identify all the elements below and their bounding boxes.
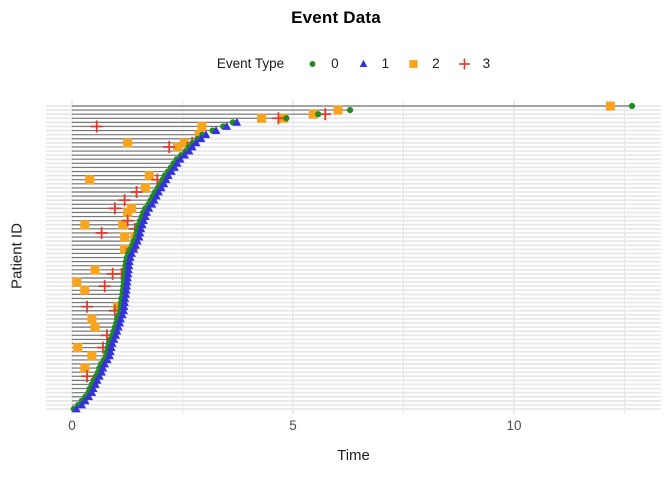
event-marker-triangle xyxy=(125,257,134,266)
event-marker-triangle xyxy=(359,59,367,67)
event-marker-plus xyxy=(95,226,108,239)
x-tick-label: 10 xyxy=(506,418,521,433)
event-marker-triangle xyxy=(107,338,117,347)
event-marker-square xyxy=(90,265,100,275)
event-marker-square xyxy=(257,113,267,123)
event-marker-square xyxy=(73,343,83,353)
event-marker-triangle xyxy=(122,285,131,294)
event-marker-square xyxy=(85,175,95,185)
event-marker-square xyxy=(118,220,128,230)
event-marker-square xyxy=(80,285,90,295)
event-marker-triangle xyxy=(124,261,134,270)
legend-label: 1 xyxy=(381,55,390,71)
x-axis-title: Time xyxy=(337,447,370,464)
event-marker-square xyxy=(80,363,90,373)
event-marker-plus xyxy=(81,300,94,313)
event-marker-plus xyxy=(81,370,94,383)
event-marker-triangle xyxy=(106,347,115,356)
legend-label: 0 xyxy=(331,55,339,71)
x-tick-labels: 0 5 10 xyxy=(68,418,521,433)
event-marker-triangle xyxy=(196,134,206,143)
event-marker-square xyxy=(87,351,97,361)
event-marker-triangle xyxy=(122,277,132,286)
legend-label: 3 xyxy=(482,55,491,71)
event-marker-triangle xyxy=(126,252,135,261)
event-marker-triangle xyxy=(122,281,132,290)
event-marker-square xyxy=(179,138,189,148)
event-marker-triangle xyxy=(136,224,146,233)
event-marker-triangle xyxy=(124,265,133,274)
triangle-icon xyxy=(359,59,367,67)
event-marker-circle xyxy=(628,102,636,110)
legend-key-3: 3 xyxy=(457,55,491,71)
y-axis-title: Patient ID xyxy=(8,223,26,289)
event-marker-triangle xyxy=(107,343,116,352)
event-marker-triangle xyxy=(120,293,130,302)
event-marker-triangle xyxy=(80,396,90,405)
legend-title: Event Type xyxy=(216,55,285,71)
event-marker-plus xyxy=(108,202,121,215)
legend: Event Type 0 1 2 3 xyxy=(46,52,661,74)
x-tick-label: 5 xyxy=(289,418,297,433)
event-marker-triangle xyxy=(201,130,211,139)
event-marker-triangle xyxy=(120,297,129,306)
event-marker-circle xyxy=(309,60,316,67)
event-marker-triangle xyxy=(184,146,194,155)
plus-icon xyxy=(458,58,470,69)
event-marker-triangle xyxy=(123,269,133,278)
event-marker-circle xyxy=(346,106,354,114)
event-marker-triangle xyxy=(116,314,125,323)
event-marker-square xyxy=(409,59,418,68)
event-marker-plus xyxy=(163,140,176,153)
event-marker-triangle xyxy=(180,150,190,159)
event-marker-triangle xyxy=(135,228,145,237)
legend-key-1: 1 xyxy=(356,55,390,71)
x-minor-gridlines xyxy=(181,100,626,414)
x-tick-label: 0 xyxy=(68,418,76,433)
event-marker-plus xyxy=(118,194,131,207)
event-marker-triangle xyxy=(121,289,131,298)
square-icon xyxy=(409,59,418,68)
event-marker-triangle xyxy=(123,273,132,282)
event-marker-triangle xyxy=(84,392,94,401)
event-marker-square xyxy=(605,101,615,111)
event-marker-square xyxy=(197,121,207,131)
event-marker-triangle xyxy=(232,117,242,126)
event-marker-triangle xyxy=(222,121,231,130)
event-marker-square xyxy=(333,105,343,115)
event-markers-type-1 xyxy=(72,117,242,413)
event-marker-triangle xyxy=(211,125,221,134)
event-marker-triangle xyxy=(191,138,201,147)
circle-icon xyxy=(309,60,316,67)
event-marker-square xyxy=(123,207,133,217)
event-marker-plus xyxy=(130,185,143,198)
event-marker-circle xyxy=(315,111,322,118)
event-marker-square xyxy=(87,314,97,324)
event-marker-square xyxy=(90,322,100,332)
legend-key-0: 0 xyxy=(305,56,339,71)
event-marker-square xyxy=(72,277,82,287)
event-marker-plus xyxy=(121,214,134,227)
legend-key-2: 2 xyxy=(406,56,440,71)
event-marker-plus xyxy=(272,112,285,125)
event-marker-circle xyxy=(283,115,290,122)
event-marker-square xyxy=(123,138,133,148)
chart-title: Event Data xyxy=(291,8,381,27)
event-marker-plus xyxy=(458,58,470,69)
event-marker-square xyxy=(308,109,318,119)
event-marker-plus xyxy=(90,120,103,133)
event-marker-square xyxy=(140,183,150,193)
legend-label: 2 xyxy=(432,55,440,71)
event-marker-plus xyxy=(98,280,111,293)
event-marker-square xyxy=(120,232,130,242)
event-marker-triangle xyxy=(72,404,81,413)
event-marker-square xyxy=(144,171,154,181)
event-marker-triangle xyxy=(77,400,87,409)
event-marker-square xyxy=(173,142,183,152)
event-marker-square xyxy=(120,244,130,254)
event-marker-triangle xyxy=(119,302,129,311)
event-marker-square xyxy=(80,220,90,230)
